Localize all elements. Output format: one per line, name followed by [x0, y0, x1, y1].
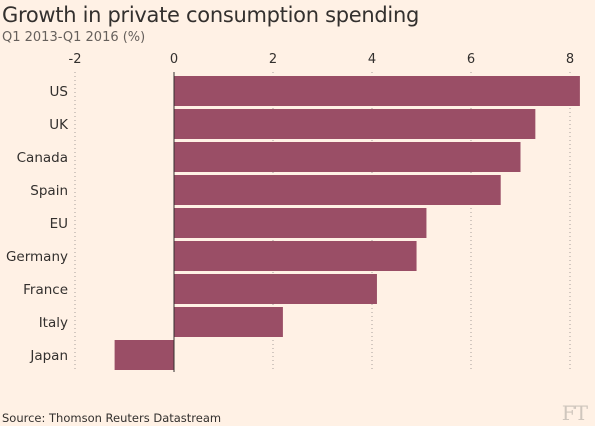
bar-spain — [174, 175, 501, 205]
x-tick-label-5: 8 — [566, 52, 574, 67]
x-tick-label-0: -2 — [69, 52, 82, 67]
bar-italy — [174, 307, 283, 337]
category-label-germany: Germany — [6, 249, 68, 265]
bar-us — [174, 76, 580, 106]
category-label-france: France — [23, 282, 68, 298]
source-note: Source: Thomson Reuters Datastream — [2, 411, 222, 425]
bar-canada — [174, 142, 521, 172]
category-label-eu: EU — [50, 216, 68, 232]
bar-japan — [114, 340, 174, 370]
category-label-canada: Canada — [17, 150, 68, 166]
x-tick-label-2: 2 — [269, 52, 277, 67]
chart-title: Growth in private consumption spending — [2, 3, 419, 27]
chart-subtitle: Q1 2013-Q1 2016 (%) — [2, 30, 146, 45]
category-label-uk: UK — [49, 117, 69, 133]
category-label-italy: Italy — [39, 315, 68, 331]
x-tick-label-4: 6 — [467, 52, 475, 67]
bar-france — [174, 274, 377, 304]
ft-logo: FT — [561, 401, 588, 425]
x-tick-label-3: 4 — [368, 52, 376, 67]
category-label-spain: Spain — [30, 183, 68, 199]
category-label-japan: Japan — [29, 348, 68, 364]
category-label-us: US — [50, 84, 68, 100]
bar-germany — [174, 241, 417, 271]
x-tick-label-1: 0 — [170, 52, 178, 67]
bar-eu — [174, 208, 427, 238]
bar-uk — [174, 109, 536, 139]
